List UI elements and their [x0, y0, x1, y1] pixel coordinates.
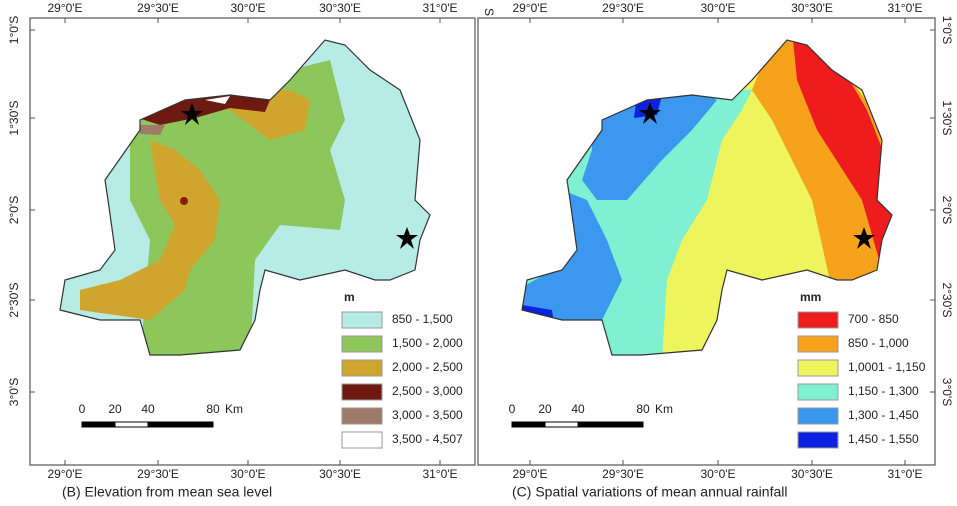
map-frame — [29, 17, 476, 466]
lat-label: 1°30'S — [940, 100, 954, 135]
lon-label: 31°0'E — [887, 1, 922, 15]
lon-label: 31°0'E — [422, 1, 457, 15]
caption: (C) Spatial variations of mean annual ra… — [512, 484, 787, 500]
legend-swatch — [341, 311, 383, 329]
zone — [582, 92, 717, 200]
legend-swatch — [797, 383, 839, 401]
lon-label: 29°30'E — [137, 467, 179, 481]
scale-segment — [511, 421, 546, 428]
lat-label: 2°0'S — [940, 196, 954, 224]
lat-label: 3°0'S — [940, 378, 954, 406]
legend-swatch — [797, 431, 839, 449]
legend-swatch — [341, 383, 383, 401]
zone — [205, 96, 230, 104]
lon-label: 29°0'E — [512, 467, 547, 481]
corner-label: S — [482, 8, 496, 16]
peak-dot — [180, 197, 188, 205]
scale-label: 20 — [538, 402, 552, 416]
legend-label: 850 - 1,000 — [848, 336, 909, 350]
lon-label: 30°30'E — [791, 1, 833, 15]
lon-label: 29°0'E — [47, 1, 82, 15]
lon-label: 30°0'E — [700, 467, 735, 481]
lat-label: 2°0'S — [7, 196, 21, 224]
scale-label: 20 — [108, 402, 122, 416]
lat-label: 1°30'S — [7, 100, 21, 135]
zone — [138, 94, 270, 125]
lon-label: 30°0'E — [230, 467, 265, 481]
legend-swatch — [797, 407, 839, 425]
lon-label: 30°30'E — [319, 467, 361, 481]
stars — [181, 102, 875, 249]
lat-label: 2°30'S — [940, 282, 954, 317]
lon-label: 31°0'E — [887, 467, 922, 481]
star — [396, 227, 418, 249]
lon-label: 29°30'E — [602, 467, 644, 481]
legend-label: 1,300 - 1,450 — [848, 408, 919, 422]
scale-label: 40 — [571, 402, 585, 416]
zone — [80, 140, 220, 320]
lon-label: 30°0'E — [230, 1, 265, 15]
map-frame — [477, 17, 936, 466]
zone — [140, 125, 165, 135]
lon-label: 31°0'E — [422, 467, 457, 481]
scale-segment — [577, 421, 644, 428]
lat-label: 1°0'S — [7, 16, 21, 44]
legend-swatch — [341, 431, 383, 449]
legend-swatch — [341, 359, 383, 377]
lon-label: 30°30'E — [791, 467, 833, 481]
scale-label: 80 — [206, 402, 220, 416]
legend-swatch — [797, 359, 839, 377]
legend-label: 1,150 - 1,300 — [848, 384, 919, 398]
lat-label: 1°0'S — [940, 16, 954, 44]
scale-label: 80 — [636, 402, 650, 416]
legend-label: 700 - 850 — [848, 312, 899, 326]
lon-label: 30°0'E — [700, 1, 735, 15]
legend-title: mm — [800, 290, 821, 304]
star — [853, 227, 875, 249]
scale-segment — [147, 421, 214, 428]
scale-label: Km — [655, 402, 673, 416]
legend-label: 850 - 1,500 — [392, 312, 453, 326]
legend-swatch — [797, 311, 839, 329]
lat-label: 3°0'S — [7, 378, 21, 406]
scale-segment — [544, 421, 579, 428]
star — [639, 102, 661, 124]
zone — [792, 40, 892, 280]
scale-segment — [114, 421, 149, 428]
caption: (B) Elevation from mean sea level — [62, 484, 272, 500]
legend-label: 3,500 - 4,507 — [392, 432, 463, 446]
lat-label: 2°30'S — [7, 282, 21, 317]
lon-label: 29°0'E — [512, 1, 547, 15]
legend-label: 1,500 - 2,000 — [392, 336, 463, 350]
lon-label: 29°30'E — [137, 1, 179, 15]
legend-title: m — [344, 290, 355, 304]
legend-label: 1,450 - 1,550 — [848, 432, 919, 446]
scale-label: 40 — [141, 402, 155, 416]
legend-swatch — [341, 407, 383, 425]
lon-label: 29°0'E — [47, 467, 82, 481]
legend-swatch — [797, 335, 839, 353]
legend-label: 3,000 - 3,500 — [392, 408, 463, 422]
scale-segment — [81, 421, 116, 428]
scale-label: 0 — [509, 402, 516, 416]
legend-swatch — [341, 335, 383, 353]
lon-label: 30°30'E — [319, 1, 361, 15]
legend-label: 2,000 - 2,500 — [392, 360, 463, 374]
lon-label: 29°30'E — [602, 1, 644, 15]
legend-label: 2,500 - 3,000 — [392, 384, 463, 398]
scale-label: 0 — [79, 402, 86, 416]
star — [181, 103, 203, 125]
scale-label: Km — [225, 402, 243, 416]
legend-label: 1,0001 - 1,150 — [848, 360, 926, 374]
